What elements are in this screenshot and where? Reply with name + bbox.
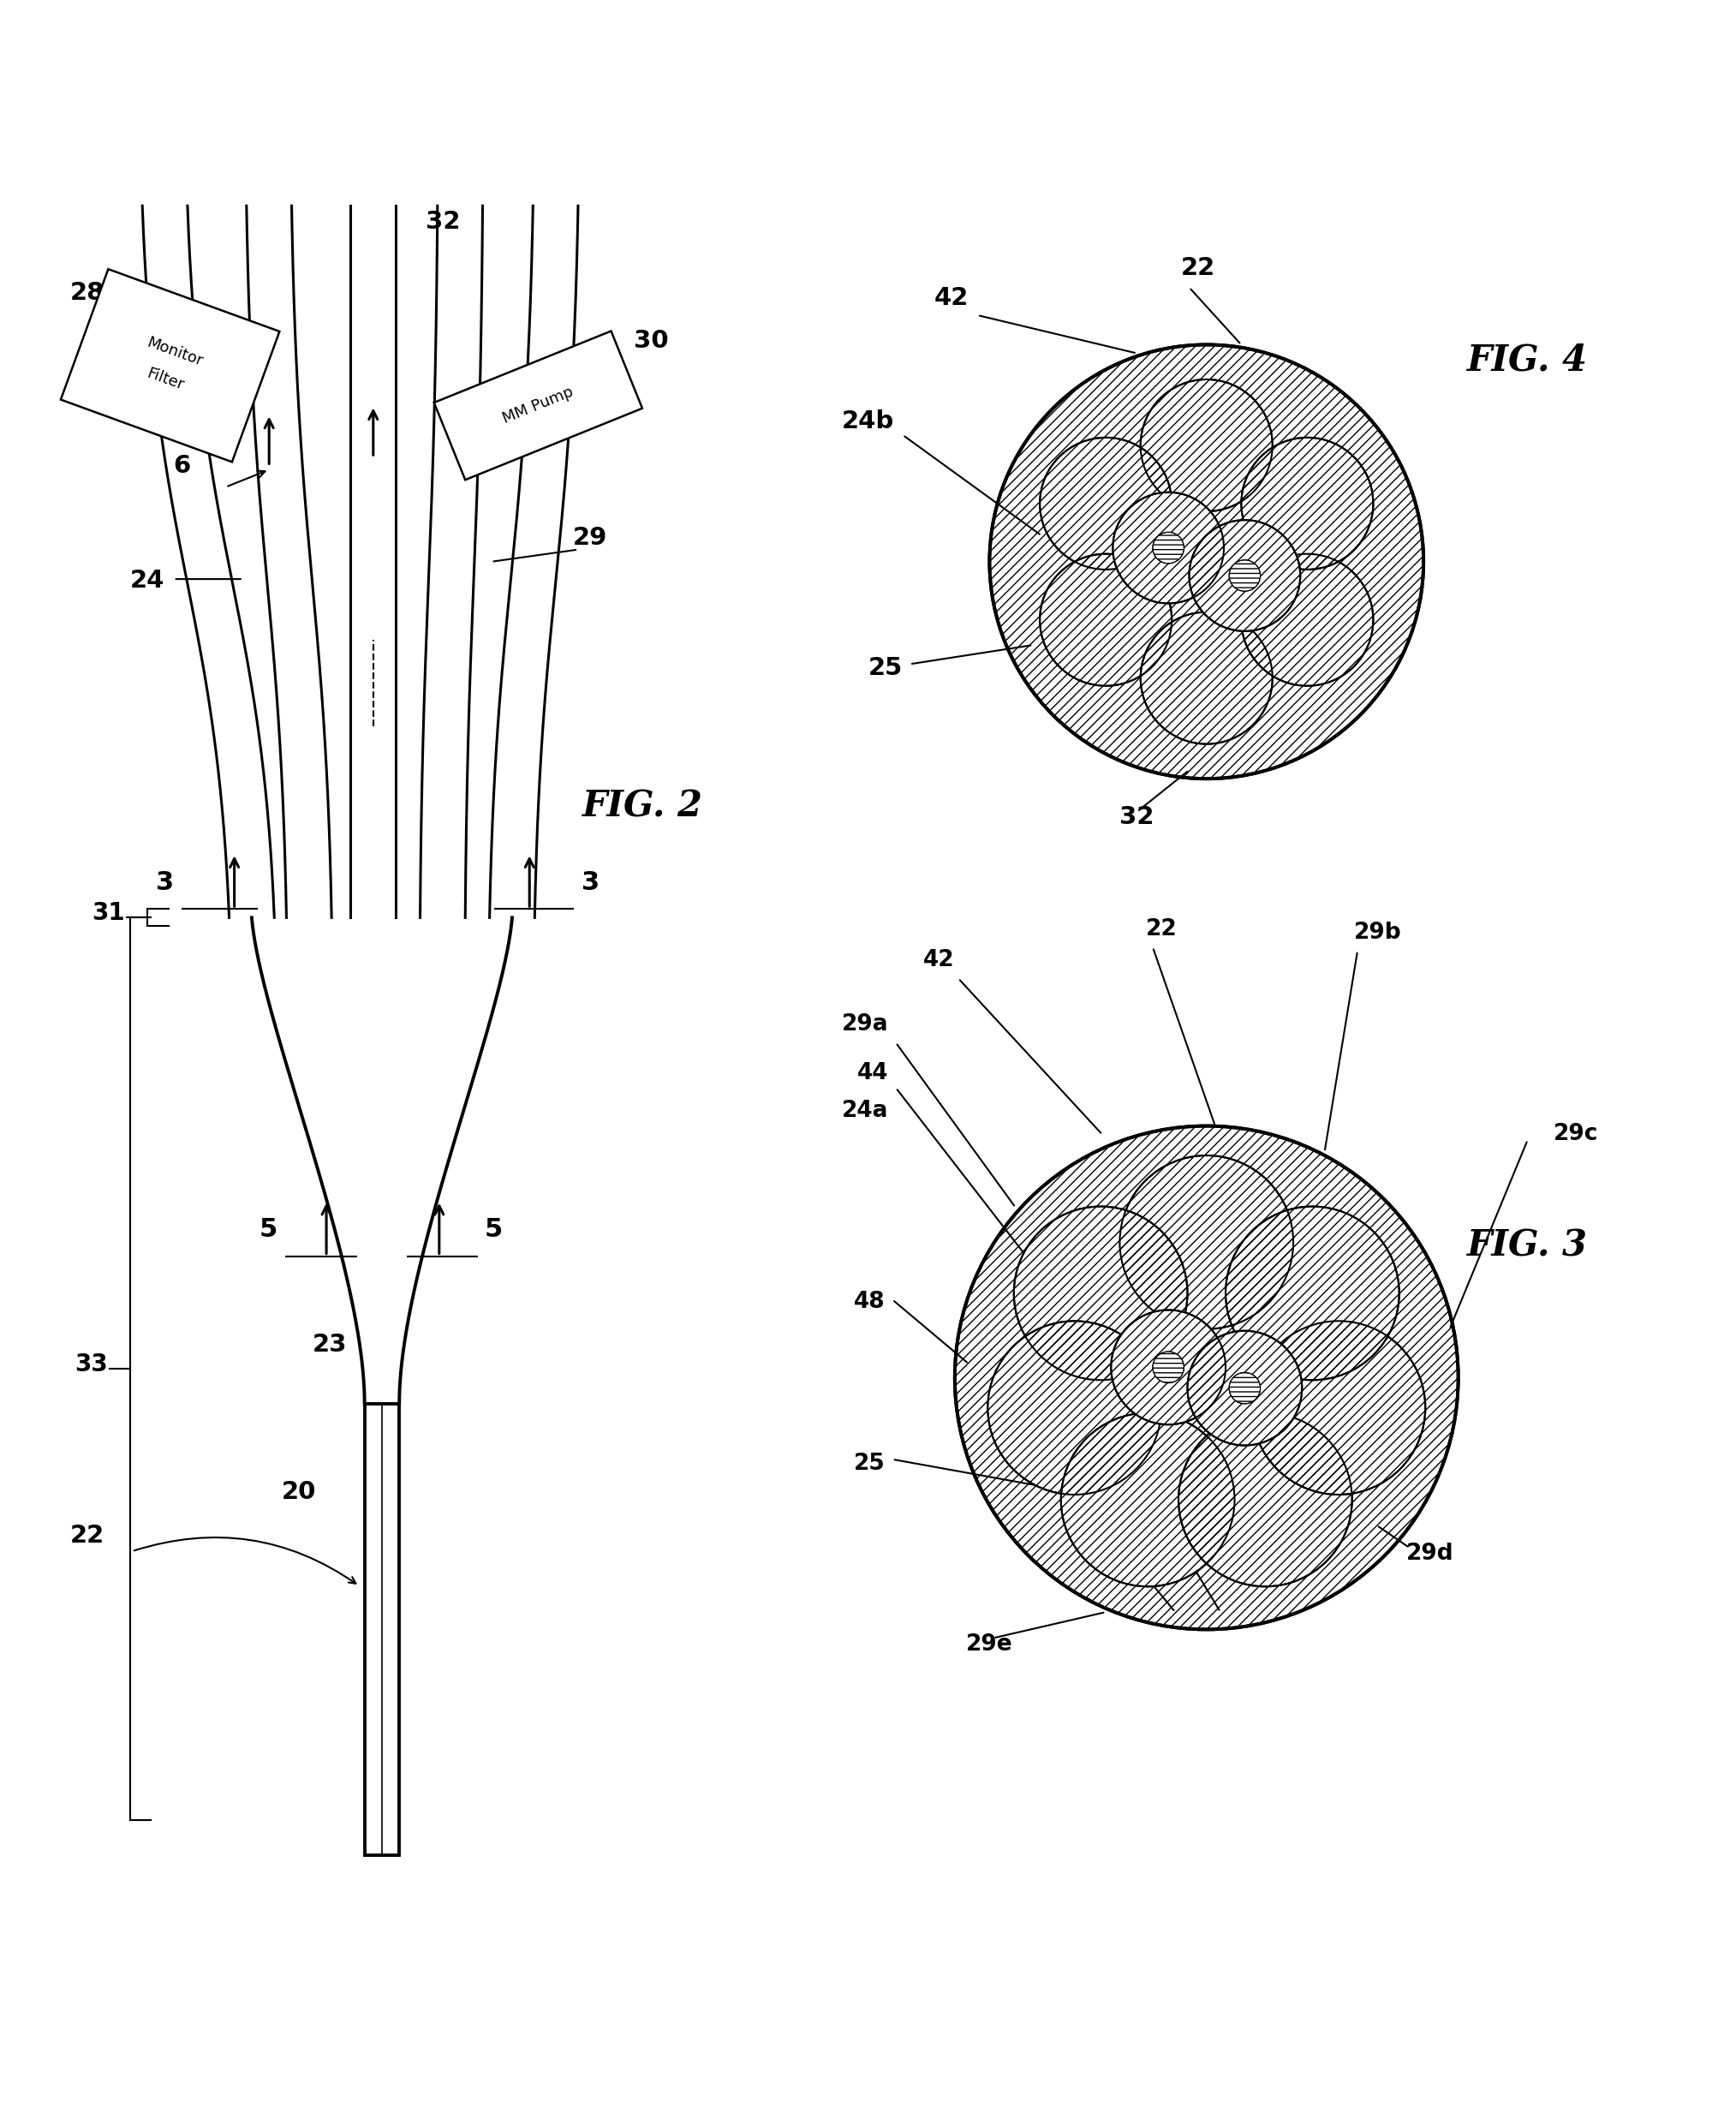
Text: 24: 24 xyxy=(130,568,165,594)
Polygon shape xyxy=(142,205,274,917)
Circle shape xyxy=(955,1126,1458,1629)
Text: 3: 3 xyxy=(582,871,599,896)
Circle shape xyxy=(1252,1321,1425,1494)
Text: 28: 28 xyxy=(69,281,104,304)
Circle shape xyxy=(1040,437,1172,571)
Circle shape xyxy=(1040,554,1172,687)
Text: 5: 5 xyxy=(484,1217,502,1242)
Text: 32: 32 xyxy=(1088,1547,1120,1568)
Text: 33: 33 xyxy=(75,1352,108,1378)
Text: FIG. 3: FIG. 3 xyxy=(1467,1228,1588,1264)
Text: 26: 26 xyxy=(95,395,130,418)
Polygon shape xyxy=(351,205,396,917)
Text: 22: 22 xyxy=(1146,917,1177,940)
Text: 30: 30 xyxy=(634,330,668,353)
Circle shape xyxy=(1111,1310,1226,1424)
Text: 29: 29 xyxy=(573,526,608,549)
Circle shape xyxy=(1120,1156,1293,1329)
Text: 32: 32 xyxy=(1120,805,1154,828)
Text: 31: 31 xyxy=(92,902,125,925)
Polygon shape xyxy=(420,205,483,917)
Circle shape xyxy=(1179,1414,1352,1587)
Text: 35: 35 xyxy=(1180,1547,1212,1568)
Text: 25: 25 xyxy=(854,1452,885,1475)
Circle shape xyxy=(1061,1414,1234,1587)
Text: 5: 5 xyxy=(260,1217,278,1242)
Text: Monitor: Monitor xyxy=(146,334,205,370)
Circle shape xyxy=(1241,554,1373,687)
Circle shape xyxy=(1229,1373,1260,1403)
Text: 42: 42 xyxy=(924,949,955,972)
Text: 20: 20 xyxy=(281,1481,316,1504)
Circle shape xyxy=(1189,520,1300,632)
Circle shape xyxy=(1141,380,1272,511)
Text: 29d: 29d xyxy=(1406,1542,1453,1566)
Text: 42: 42 xyxy=(934,285,969,311)
Text: 29c: 29c xyxy=(1554,1122,1599,1145)
Text: Filter: Filter xyxy=(144,366,186,393)
Circle shape xyxy=(1241,437,1373,571)
Text: 48: 48 xyxy=(854,1291,885,1314)
Circle shape xyxy=(1014,1207,1187,1380)
Polygon shape xyxy=(247,205,332,917)
Circle shape xyxy=(1153,1352,1184,1382)
Text: 44: 44 xyxy=(858,1063,889,1084)
Text: 32: 32 xyxy=(425,209,460,235)
Circle shape xyxy=(1153,532,1184,564)
Text: 29b: 29b xyxy=(1354,921,1401,945)
Text: FIG. 4: FIG. 4 xyxy=(1467,342,1588,378)
Circle shape xyxy=(1229,560,1260,592)
Text: 24b: 24b xyxy=(842,410,894,433)
Circle shape xyxy=(1187,1331,1302,1445)
Text: 6: 6 xyxy=(174,454,191,478)
Text: 29a: 29a xyxy=(842,1014,889,1035)
Circle shape xyxy=(988,1321,1161,1494)
Circle shape xyxy=(990,344,1424,780)
Text: 22: 22 xyxy=(69,1523,104,1547)
Text: 23: 23 xyxy=(312,1333,347,1357)
Circle shape xyxy=(1113,492,1224,604)
Polygon shape xyxy=(252,917,512,1403)
Text: 25: 25 xyxy=(868,655,903,680)
Polygon shape xyxy=(434,332,642,480)
Polygon shape xyxy=(490,205,578,917)
Text: FIG. 2: FIG. 2 xyxy=(582,788,703,824)
Circle shape xyxy=(1226,1207,1399,1380)
Text: 3: 3 xyxy=(156,871,174,896)
Polygon shape xyxy=(365,1403,399,1855)
Circle shape xyxy=(1141,613,1272,744)
Text: 24a: 24a xyxy=(842,1101,889,1122)
Text: 22: 22 xyxy=(1180,256,1215,281)
Text: 29e: 29e xyxy=(967,1633,1012,1654)
Polygon shape xyxy=(61,268,279,463)
Text: MM Pump: MM Pump xyxy=(500,385,576,427)
